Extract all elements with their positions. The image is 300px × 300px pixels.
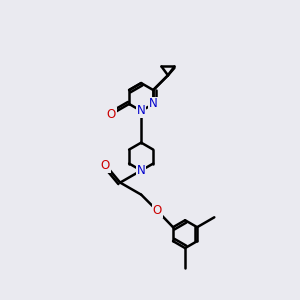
Text: O: O bbox=[107, 108, 116, 121]
Text: O: O bbox=[100, 159, 110, 172]
Text: N: N bbox=[137, 164, 146, 177]
Text: N: N bbox=[137, 104, 146, 117]
Text: N: N bbox=[149, 98, 158, 110]
Text: O: O bbox=[152, 204, 162, 217]
